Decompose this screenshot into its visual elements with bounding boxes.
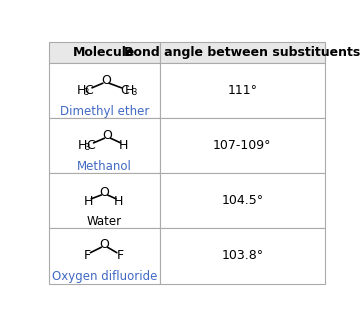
- Text: 3: 3: [131, 88, 136, 97]
- Text: O: O: [99, 186, 109, 199]
- Text: O: O: [99, 239, 109, 251]
- Text: 3: 3: [85, 143, 90, 152]
- Text: H: H: [78, 139, 87, 152]
- Text: 111°: 111°: [228, 84, 257, 97]
- Text: H: H: [84, 194, 94, 208]
- Text: 3: 3: [83, 88, 88, 97]
- Bar: [160, 63, 324, 118]
- Text: Water: Water: [87, 215, 122, 228]
- Bar: [160, 42, 324, 63]
- Text: Oxygen difluoride: Oxygen difluoride: [52, 270, 157, 283]
- Text: 104.5°: 104.5°: [221, 194, 264, 207]
- Bar: [160, 228, 324, 283]
- Text: H: H: [118, 139, 128, 152]
- Text: Methanol: Methanol: [77, 160, 132, 173]
- Text: H: H: [124, 84, 134, 97]
- Bar: [49, 173, 160, 228]
- Bar: [160, 118, 324, 173]
- Bar: [49, 42, 160, 63]
- Text: Molecule: Molecule: [73, 46, 135, 59]
- Text: C: C: [120, 84, 129, 97]
- Text: 103.8°: 103.8°: [221, 250, 264, 262]
- Bar: [49, 228, 160, 283]
- Text: Dimethyl ether: Dimethyl ether: [60, 105, 149, 118]
- Text: Bond angle between substituents: Bond angle between substituents: [124, 46, 360, 59]
- Text: 107-109°: 107-109°: [213, 139, 272, 152]
- Bar: [49, 63, 160, 118]
- Bar: [160, 173, 324, 228]
- Text: F: F: [84, 249, 91, 262]
- Text: O: O: [101, 74, 111, 87]
- Text: C: C: [84, 84, 93, 97]
- Text: F: F: [116, 249, 123, 262]
- Text: H: H: [76, 84, 86, 97]
- Text: C: C: [86, 139, 95, 152]
- Bar: [49, 118, 160, 173]
- Text: O: O: [103, 129, 112, 142]
- Text: H: H: [114, 194, 123, 208]
